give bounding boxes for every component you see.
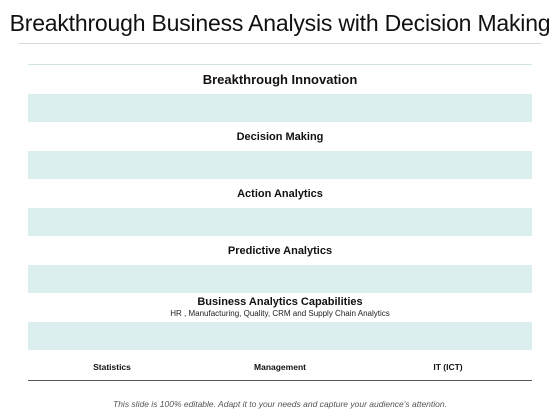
- foundation-rule: [28, 380, 532, 381]
- capabilities-subtitle: HR , Manufacturing, Quality, CRM and Sup…: [170, 309, 390, 318]
- slide-title: Breakthrough Business Analysis with Deci…: [9, 10, 551, 36]
- level-business-analytics-capabilities: Business Analytics Capabilities HR , Man…: [28, 293, 532, 322]
- band-2: [28, 151, 532, 179]
- foundation-statistics: Statistics: [93, 361, 131, 372]
- level-decision-making: Decision Making: [236, 130, 324, 143]
- level-breakthrough-innovation: Breakthrough Innovation: [202, 72, 358, 87]
- capabilities-title: Business Analytics Capabilities: [197, 296, 363, 308]
- level-predictive-analytics: Predictive Analytics: [227, 244, 333, 257]
- band-5: [28, 322, 532, 350]
- foundation-management: Management: [254, 361, 306, 372]
- stack-top-rule: [28, 64, 532, 65]
- title-divider: [18, 43, 542, 44]
- band-4: [28, 265, 532, 293]
- slide-footer: This slide is 100% editable. Adapt it to…: [113, 399, 447, 409]
- foundation-row: Statistics Management IT (ICT): [28, 353, 532, 380]
- band-3: [28, 208, 532, 236]
- level-action-analytics: Action Analytics: [237, 187, 323, 200]
- band-1: [28, 94, 532, 122]
- analytics-stack: Breakthrough Innovation Decision Making …: [28, 64, 532, 350]
- foundation-it-ict: IT (ICT): [433, 361, 463, 372]
